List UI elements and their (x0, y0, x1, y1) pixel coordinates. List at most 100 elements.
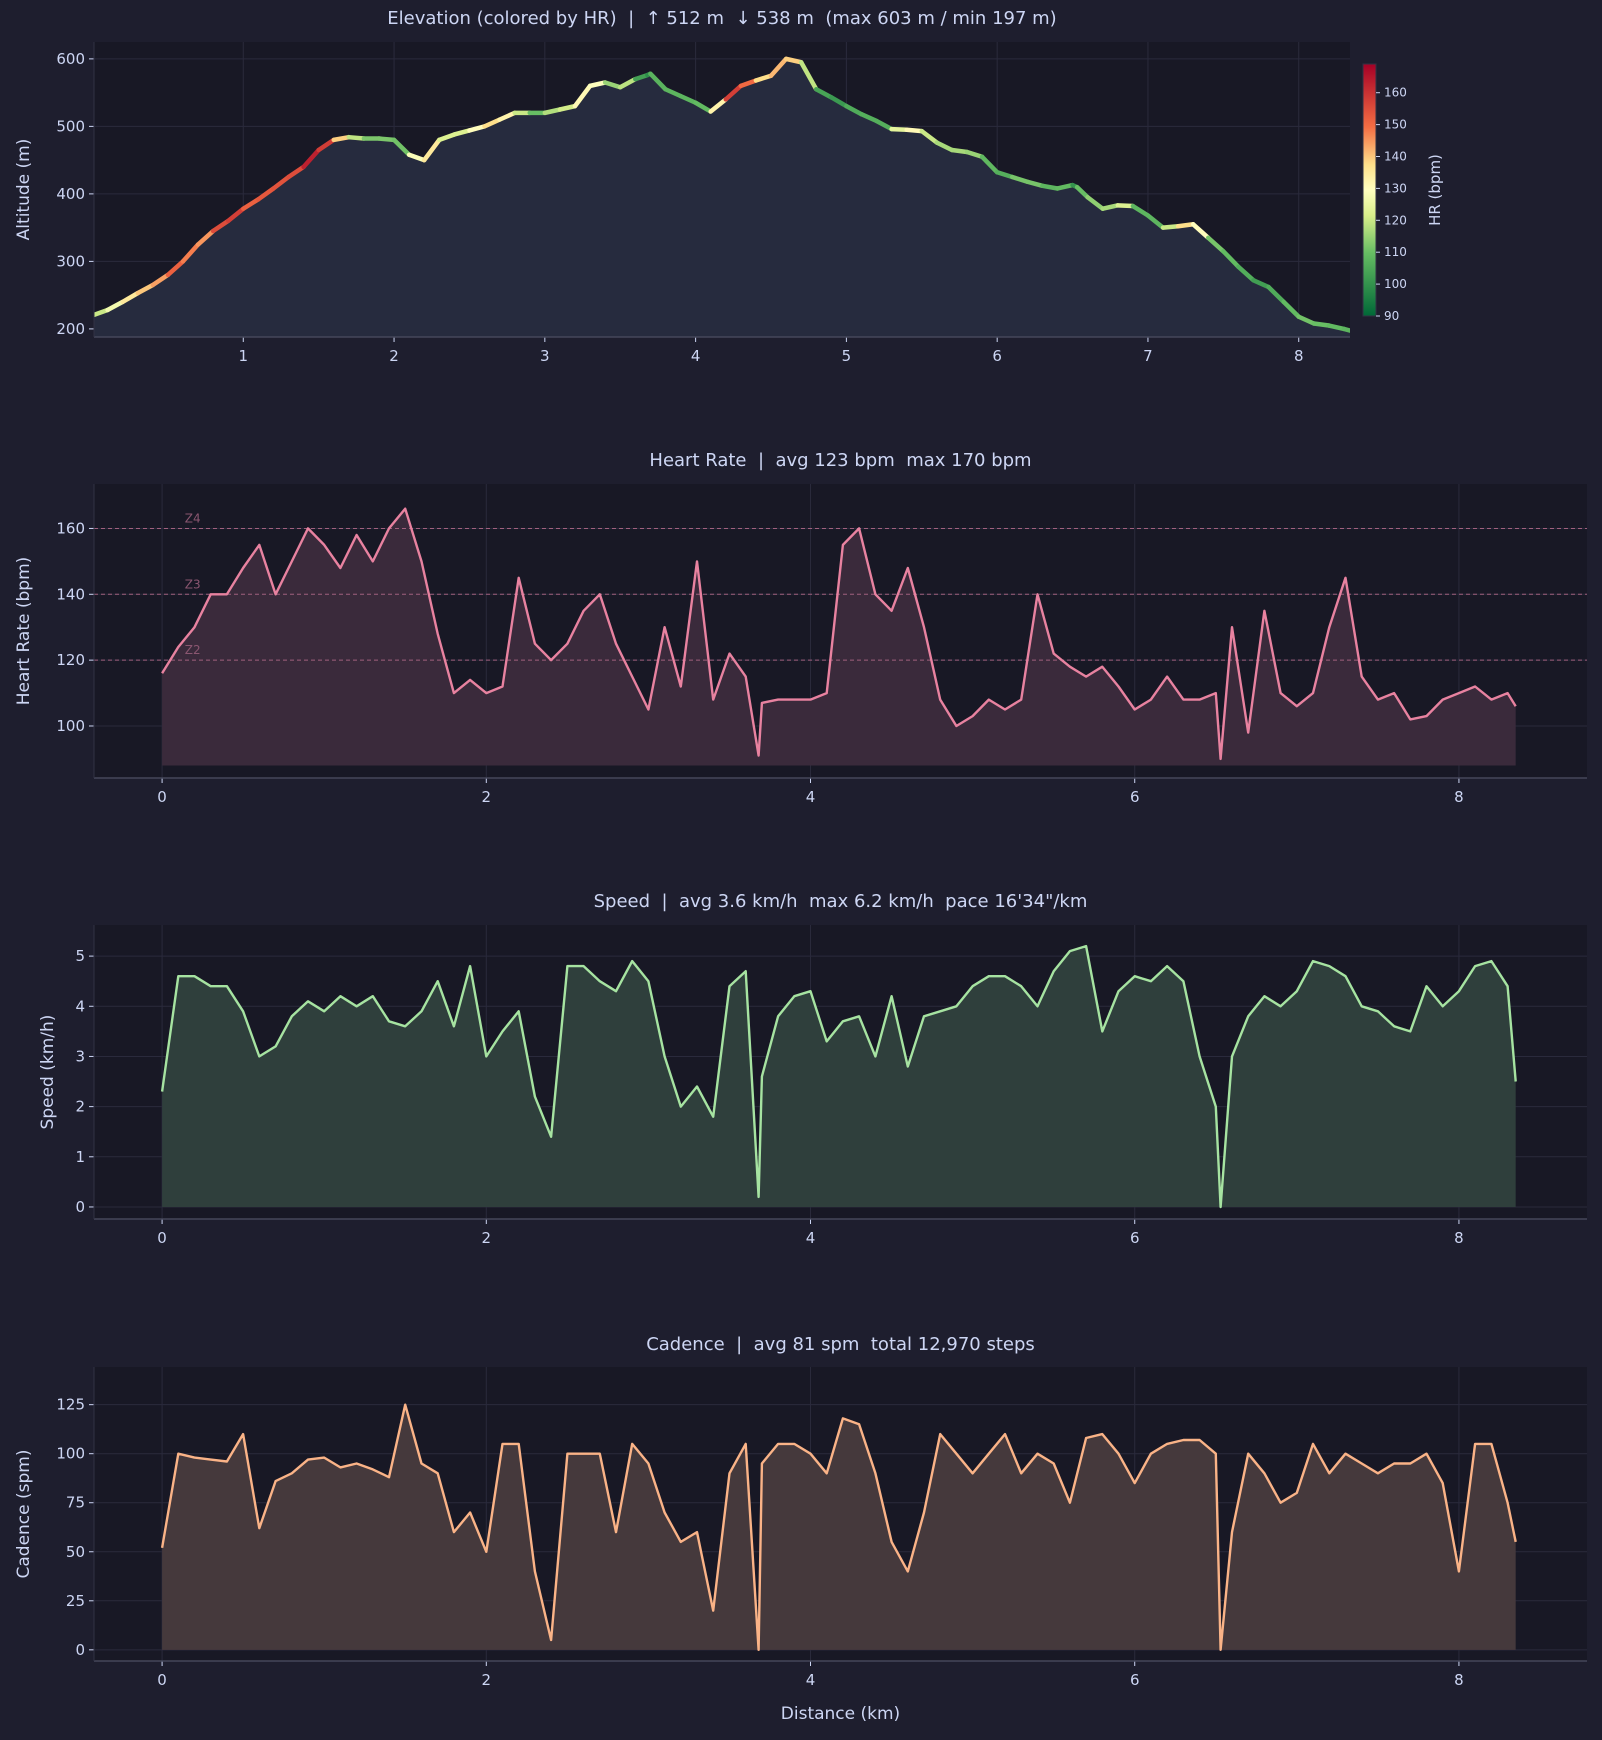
elevation-segment (271, 174, 291, 191)
elevation-segment (437, 132, 457, 143)
elevation-segment (1311, 321, 1332, 328)
cadence-title: Cadence | avg 81 spm total 12,970 steps (646, 1334, 1035, 1355)
elevation-segment (648, 71, 668, 92)
speed-title: Speed | avg 3.6 km/h max 6.2 km/h pace 1… (594, 891, 1088, 912)
elevation-segment (949, 147, 970, 155)
elevation-area-fill (94, 58, 1350, 337)
elevation-segment (165, 259, 186, 278)
elevation-title: Elevation (colored by HR) | ↑ 512 m ↓ 53… (387, 8, 1056, 29)
colorbar-tick-label: 140 (1384, 150, 1407, 164)
cadence-chart: 0 2 4 6 8 0 25 50 75 100 125 Cadence | avg 81 spm t… (14, 1334, 1587, 1724)
heart-rate-x-tick-label: 4 (806, 788, 816, 806)
elevation-segment (1100, 203, 1121, 211)
heart-rate-x-tick-label: 2 (482, 788, 492, 806)
elevation-segment (678, 93, 698, 106)
colorbar-tick-label: 150 (1384, 118, 1407, 132)
elevation-segment (286, 164, 306, 180)
elevation-segment (602, 80, 623, 90)
elevation-y-axis-label: Altitude (m) (14, 139, 34, 241)
elevation-segment (708, 97, 729, 114)
elevation-segment (1040, 183, 1060, 191)
elevation-segment (316, 137, 336, 153)
elevation-segment (964, 149, 985, 160)
elevation-segment (195, 228, 216, 247)
zone-label-z2: Z2 (185, 643, 201, 657)
zone-label-z4: Z4 (185, 511, 201, 525)
elevation-segment (753, 73, 774, 83)
cadence-y-tick-label: 75 (66, 1494, 85, 1512)
elevation-segment (94, 307, 110, 318)
elevation-x-tick-label: 8 (1294, 347, 1304, 365)
elevation-segment (1130, 203, 1151, 218)
heart-rate-title: Heart Rate | avg 123 bpm max 170 bpm (649, 450, 1031, 471)
colorbar-tick-label: 130 (1384, 181, 1407, 195)
elevation-segment (1281, 299, 1301, 319)
elevation-segment (979, 154, 1000, 175)
elevation-segment (572, 83, 593, 109)
elevation-segment (919, 128, 940, 145)
elevation-segment (452, 128, 472, 137)
elevation-segment (663, 87, 683, 99)
elevation-segment (1251, 278, 1271, 290)
colorbar-tick-label: 100 (1384, 277, 1407, 291)
elevation-segment (829, 95, 849, 109)
elevation-segment (768, 56, 789, 79)
heart-rate-y-tick-label: 160 (56, 519, 85, 537)
cadence-x-axis-label: Distance (km) (781, 1704, 900, 1724)
cadence-y-axis-label: Cadence (spm) (14, 1450, 34, 1579)
elevation-segment (1266, 284, 1286, 305)
cadence-x-tick-label: 0 (157, 1671, 167, 1689)
elevation-segment (1236, 264, 1256, 283)
speed-y-axis-label: Speed (km/h) (38, 1015, 58, 1130)
zone-label-z3: Z3 (185, 577, 201, 591)
elevation-segment (1206, 235, 1226, 254)
elevation-segment (150, 272, 171, 288)
elevation-segment (406, 152, 427, 163)
elevation-y-tick-label: 400 (56, 185, 85, 203)
heart-rate-y-tick-label: 140 (56, 585, 85, 603)
elevation-segment (210, 218, 231, 234)
elevation-y-tick-label: 300 (56, 252, 85, 270)
colorbar-bar (1362, 63, 1377, 317)
cadence-y-tick-label: 0 (75, 1641, 85, 1659)
speed-x-tick-label: 8 (1454, 1229, 1464, 1247)
speed-chart: 0 2 4 6 8 0 1 2 3 4 5 Speed | avg 3.6 km/h max 6.2 … (38, 891, 1587, 1247)
elevation-segment (301, 147, 321, 170)
cadence-x-tick-label: 6 (1130, 1671, 1140, 1689)
elevation-segment (738, 78, 759, 89)
cadence-area-fill (162, 1404, 1516, 1650)
elevation-segment (813, 87, 834, 100)
elevation-segment (1341, 326, 1350, 333)
elevation-segment (934, 140, 955, 153)
speed-y-tick-label: 1 (75, 1148, 85, 1166)
cadence-y-tick-label: 50 (66, 1543, 85, 1561)
cadence-x-tick-label: 4 (806, 1671, 816, 1689)
elevation-x-tick-label: 2 (389, 347, 399, 365)
speed-x-tick-label: 4 (806, 1229, 816, 1247)
elevation-segment (497, 110, 517, 122)
elevation-segment (1296, 314, 1317, 326)
elevation-y-tick-label: 500 (56, 117, 85, 135)
elevation-y-tick-label: 600 (56, 50, 85, 68)
elevation-segment (798, 60, 819, 92)
elevation-segment (1145, 213, 1166, 230)
elevation-segment (225, 206, 246, 224)
speed-y-tick-label: 2 (75, 1098, 85, 1116)
hr-colorbar: 90 100 110 120 130 140 150 160 HR (bpm) (1362, 63, 1444, 323)
speed-y-tick-label: 0 (75, 1198, 85, 1216)
elevation-segment (904, 127, 925, 134)
elevation-segment (693, 100, 713, 114)
elevation-segment (467, 124, 487, 133)
elevation-segment (120, 290, 140, 305)
heart-rate-y-axis-label: Heart Rate (bpm) (14, 557, 34, 706)
elevation-segment (874, 118, 894, 132)
cadence-x-tick-label: 8 (1454, 1671, 1464, 1689)
colorbar-tick-label: 90 (1384, 309, 1399, 323)
heart-rate-y-tick-label: 120 (56, 651, 85, 669)
elevation-segment (557, 103, 578, 112)
elevation-segment (346, 134, 367, 141)
elevation-segment (482, 117, 502, 129)
elevation-x-tick-label: 1 (238, 347, 248, 365)
cadence-y-tick-label: 25 (66, 1592, 85, 1610)
